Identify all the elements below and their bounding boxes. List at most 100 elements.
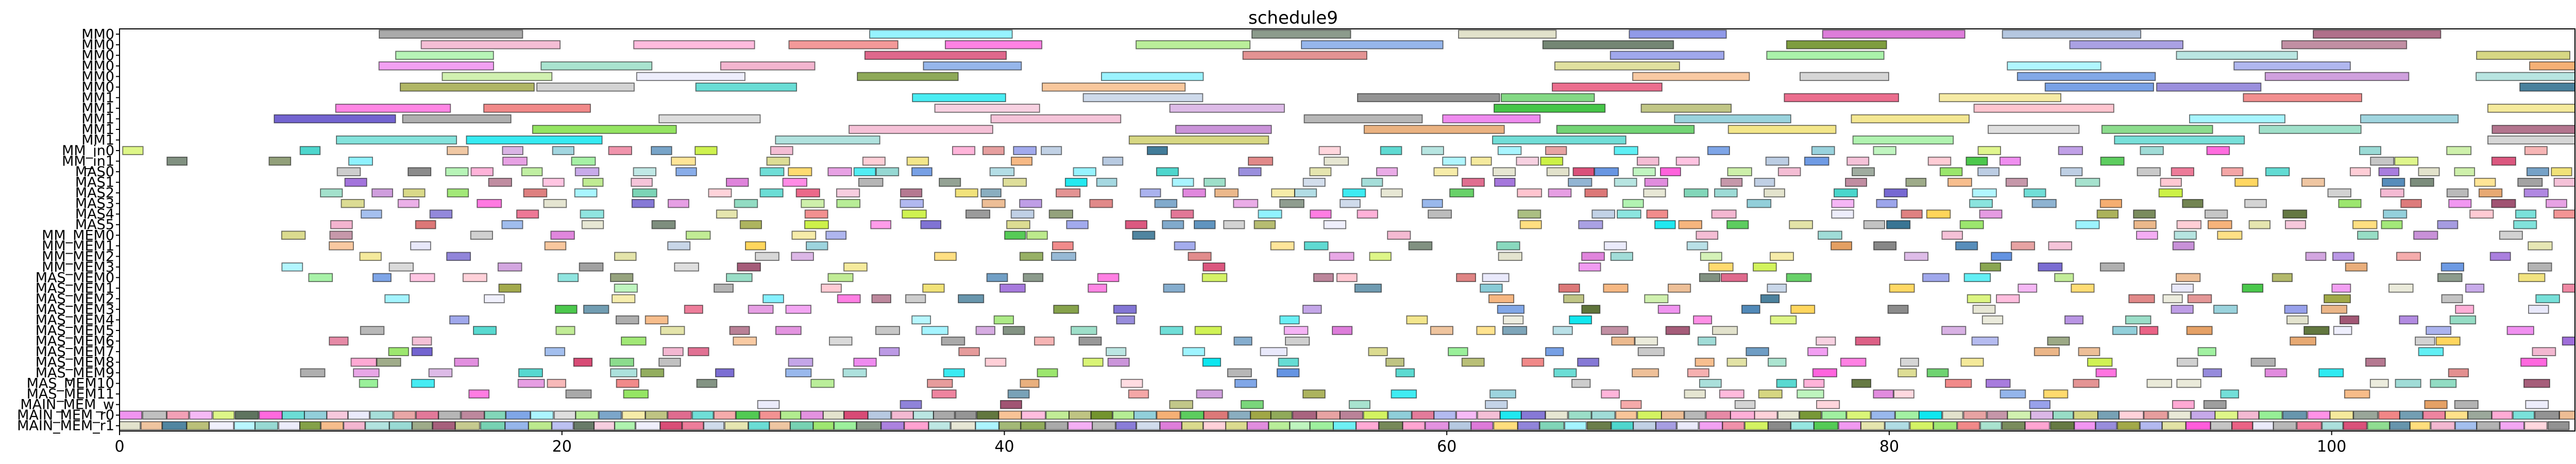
task-bar	[1270, 241, 1295, 251]
task-bar	[540, 61, 653, 71]
task-bar	[921, 326, 948, 335]
x-tick-label: 0	[114, 438, 124, 456]
task-bar	[1545, 410, 1568, 420]
task-bar	[2359, 146, 2382, 155]
task-bar	[2430, 421, 2455, 430]
task-bar	[856, 421, 882, 430]
task-bar	[944, 40, 1043, 49]
task-bar	[2529, 61, 2575, 71]
task-bar	[989, 167, 1015, 176]
task-bar	[2413, 230, 2438, 240]
task-bar	[530, 410, 554, 420]
task-bar	[2528, 241, 2553, 251]
task-bar	[2547, 421, 2570, 430]
task-bar	[1233, 336, 1252, 346]
task-bar	[2349, 167, 2371, 176]
task-bar	[1591, 410, 1616, 420]
task-bar	[2002, 29, 2142, 39]
task-bar	[2160, 177, 2182, 187]
task-bar	[2047, 336, 2070, 346]
task-bar	[2523, 378, 2550, 388]
task-bar	[497, 262, 522, 272]
task-bar	[1591, 209, 1616, 219]
task-bar	[1803, 378, 1825, 388]
task-bar	[445, 167, 469, 176]
task-bar	[849, 125, 993, 134]
row-label: MM_in0	[62, 143, 114, 159]
task-bar	[982, 146, 1005, 155]
task-bar	[998, 421, 1021, 430]
task-bar	[834, 421, 857, 430]
task-bar	[2410, 177, 2434, 187]
task-bar	[2515, 209, 2537, 219]
task-bar	[544, 241, 567, 251]
task-bar	[528, 421, 552, 430]
task-bar	[1563, 294, 1584, 304]
task-bar	[1323, 220, 1347, 229]
task-bar	[1159, 421, 1182, 430]
task-bar	[2435, 336, 2461, 346]
task-bar	[1271, 188, 1295, 197]
task-bar	[1385, 357, 1405, 367]
task-bar	[212, 410, 235, 420]
task-bar	[1493, 421, 1518, 430]
task-bar	[2213, 305, 2238, 314]
task-bar	[1116, 315, 1136, 325]
task-bar	[2237, 410, 2260, 420]
task-bar	[2033, 347, 2060, 356]
task-bar	[1082, 357, 1104, 367]
row-label: MAS_MEM1	[36, 280, 114, 296]
task-bar	[574, 188, 598, 197]
task-bar	[658, 114, 761, 124]
task-bar	[2382, 177, 2405, 187]
task-bar	[684, 305, 703, 314]
task-bar	[1918, 410, 1942, 420]
task-bar	[1699, 273, 1721, 283]
task-bar	[1684, 410, 1706, 420]
task-bar	[2353, 410, 2378, 420]
task-bar	[388, 347, 409, 356]
task-bar	[1007, 389, 1030, 399]
task-bar	[1333, 421, 1357, 430]
task-bar	[1696, 230, 1719, 240]
task-bar	[1545, 146, 1567, 155]
task-bar	[2476, 72, 2575, 81]
task-bar	[2422, 410, 2446, 420]
task-bar	[1214, 188, 1239, 197]
task-bar	[209, 421, 234, 430]
task-bar	[2553, 209, 2575, 219]
task-bar	[1979, 209, 2003, 219]
task-bar	[2054, 273, 2074, 283]
task-bar	[2489, 252, 2511, 261]
task-bar	[1816, 336, 1836, 346]
task-bar	[2290, 336, 2316, 346]
task-bar	[2559, 410, 2575, 420]
task-bar	[2491, 410, 2513, 420]
task-bar	[446, 252, 471, 261]
task-bar	[1905, 177, 1927, 187]
task-bar	[623, 389, 649, 399]
task-bar	[574, 167, 600, 176]
task-bar	[1981, 315, 2004, 325]
task-bar	[616, 378, 639, 388]
task-bar	[1492, 135, 1626, 145]
task-bar	[1552, 82, 1663, 92]
task-bar	[862, 156, 886, 166]
task-bar	[1162, 220, 1184, 229]
task-bar	[1764, 188, 1785, 197]
task-bar	[2140, 146, 2164, 155]
task-bar	[1799, 72, 1889, 81]
task-bar	[1250, 410, 1272, 420]
task-bar	[1901, 209, 1923, 219]
task-bar	[1082, 93, 1204, 103]
task-bar	[614, 252, 637, 261]
task-bar	[1686, 241, 1708, 251]
task-bar	[462, 273, 487, 283]
task-bar	[2454, 167, 2476, 176]
task-bar	[410, 241, 431, 251]
task-bar	[1136, 421, 1161, 430]
task-bar	[923, 61, 1022, 71]
task-bar	[1846, 156, 1870, 166]
task-bar	[2551, 167, 2572, 176]
task-bar	[1885, 421, 1910, 430]
